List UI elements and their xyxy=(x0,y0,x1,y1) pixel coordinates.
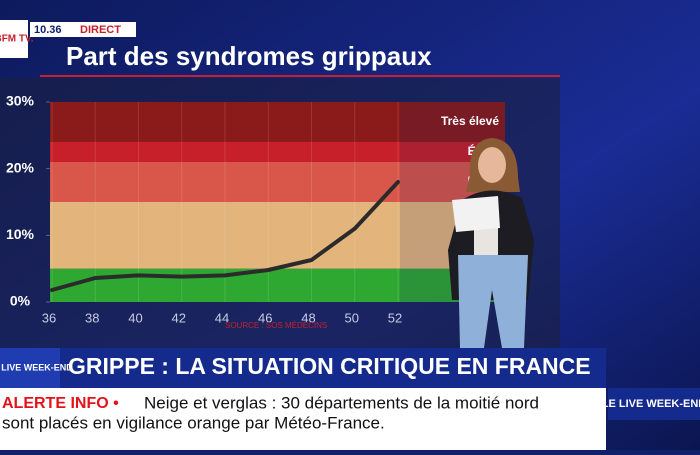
line xyxy=(50,180,400,292)
logo: BFM TV. xyxy=(0,34,34,45)
x-tick-label: 44 xyxy=(215,310,229,325)
ticker-line: sont placés en vigilance orange par Mété… xyxy=(2,413,385,432)
band xyxy=(50,142,400,162)
show: LE LIVE WEEK-END xyxy=(0,362,73,372)
show-box xyxy=(0,348,60,388)
ticker-line: Neige et verglas : 30 départements de la… xyxy=(144,393,539,412)
alert: ALERTE INFO • xyxy=(2,395,119,412)
chart-title: Part des syndromes grippaux xyxy=(66,41,432,71)
corner: LE LIVE WEEK-END xyxy=(602,398,700,410)
x-tick-label: 48 xyxy=(301,310,315,325)
logo-box xyxy=(0,20,28,58)
time-box xyxy=(30,22,136,37)
corner-box xyxy=(608,388,700,420)
band xyxy=(50,162,400,202)
source: SOURCE : SOS MÉDECINS xyxy=(225,321,327,330)
x-tick-label: 50 xyxy=(345,310,359,325)
band-label-box xyxy=(400,102,505,142)
x-tick-label: 46 xyxy=(258,310,272,325)
band-label: Très élevé xyxy=(441,114,499,128)
headline: GRIPPE : LA SITUATION CRITIQUE EN FRANCE xyxy=(68,353,591,379)
y-tick-label: 0% xyxy=(10,293,31,309)
chart: NiveauFaModéÉlevéTrès élevé3638404244464… xyxy=(6,93,505,325)
y-tick-label: 30% xyxy=(6,93,35,109)
live: DIRECT xyxy=(80,24,121,36)
x-tick-label: 52 xyxy=(388,310,402,325)
time: 10.36 xyxy=(34,24,62,36)
presenter xyxy=(448,138,534,348)
x-tick-label: 36 xyxy=(42,310,56,325)
x-tick-label: 42 xyxy=(172,310,186,325)
band xyxy=(50,202,400,269)
x-tick-label: 38 xyxy=(85,310,99,325)
band xyxy=(50,102,400,142)
y-tick-label: 20% xyxy=(6,159,35,175)
ticker-bar xyxy=(0,388,606,450)
headline-bar xyxy=(0,348,606,388)
y-tick-label: 10% xyxy=(6,226,35,242)
x-tick-label: 40 xyxy=(128,310,142,325)
